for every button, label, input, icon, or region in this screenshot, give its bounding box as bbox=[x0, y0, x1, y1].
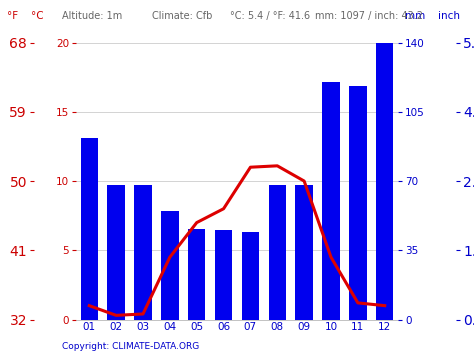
Bar bbox=[134, 185, 152, 320]
Bar bbox=[322, 82, 340, 320]
Text: mm: mm bbox=[405, 11, 426, 21]
Text: inch: inch bbox=[438, 11, 460, 21]
Bar bbox=[188, 229, 205, 320]
Text: Altitude: 1m: Altitude: 1m bbox=[62, 11, 122, 21]
Text: Climate: Cfb: Climate: Cfb bbox=[152, 11, 212, 21]
Bar bbox=[295, 185, 313, 320]
Text: Copyright: CLIMATE-DATA.ORG: Copyright: CLIMATE-DATA.ORG bbox=[62, 343, 199, 351]
Bar bbox=[242, 233, 259, 320]
Bar bbox=[108, 185, 125, 320]
Bar bbox=[81, 137, 98, 320]
Text: mm: 1097 / inch: 43.2: mm: 1097 / inch: 43.2 bbox=[315, 11, 423, 21]
Bar bbox=[269, 185, 286, 320]
Bar bbox=[215, 230, 232, 320]
Text: °C: 5.4 / °F: 41.6: °C: 5.4 / °F: 41.6 bbox=[230, 11, 310, 21]
Bar bbox=[376, 43, 393, 320]
Text: °C: °C bbox=[31, 11, 44, 21]
Text: °F: °F bbox=[7, 11, 18, 21]
Bar bbox=[161, 211, 179, 320]
Bar bbox=[349, 86, 366, 320]
